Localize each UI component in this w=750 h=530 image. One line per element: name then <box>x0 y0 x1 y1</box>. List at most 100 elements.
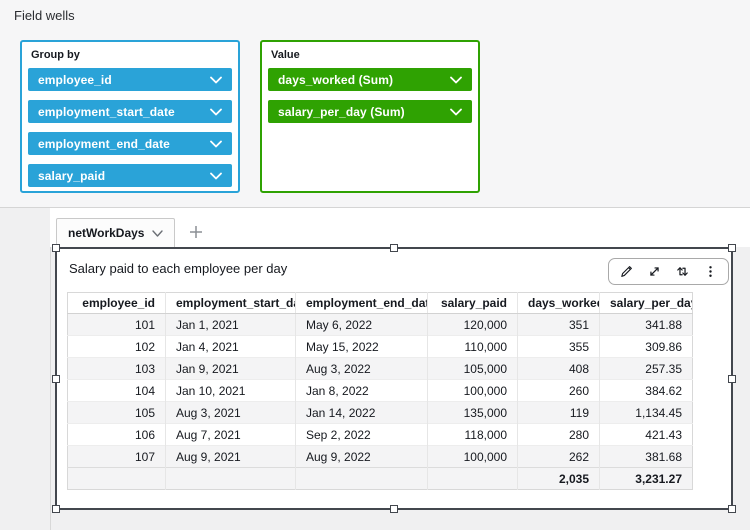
resize-handle-bottom-middle[interactable] <box>390 505 398 513</box>
column-header-employee-id[interactable]: employee_id <box>67 292 166 314</box>
table-cell[interactable]: Jan 10, 2021 <box>165 379 296 402</box>
column-header-salary-paid[interactable]: salary_paid <box>427 292 518 314</box>
chevron-down-icon <box>450 76 462 83</box>
table-cell[interactable]: 119 <box>517 401 600 424</box>
table-cell[interactable]: 118,000 <box>427 423 518 446</box>
swap-vertical-icon <box>677 267 688 276</box>
resize-handle-bottom-right[interactable] <box>728 505 736 513</box>
field-pill-label: employment_end_date <box>38 136 170 151</box>
column-header-employment-end-date[interactable]: employment_end_date <box>295 292 428 314</box>
table-cell[interactable]: 384.62 <box>599 379 693 402</box>
table-cell[interactable]: 262 <box>517 445 600 468</box>
visual-menu-button[interactable] <box>703 264 718 279</box>
field-pill-salary-paid[interactable]: salary_paid <box>28 164 232 187</box>
table-row: 104 Jan 10, 2021 Jan 8, 2022 100,000 260… <box>67 379 693 402</box>
data-table: employee_id employment_start_date employ… <box>67 292 693 490</box>
resize-handle-middle-left[interactable] <box>52 374 60 383</box>
table-cell[interactable]: Jan 8, 2022 <box>295 379 428 402</box>
field-pill-label: employee_id <box>38 72 112 87</box>
edit-visual-button[interactable] <box>619 264 634 279</box>
table-cell[interactable]: 103 <box>134 361 155 376</box>
table-cell[interactable]: 106 <box>134 427 155 442</box>
table-cell[interactable]: Sep 2, 2022 <box>295 423 428 446</box>
table-cell[interactable]: 309.86 <box>599 335 693 358</box>
column-header-employment-start-date[interactable]: employment_start_date <box>165 292 296 314</box>
table-cell[interactable]: 105 <box>134 405 155 420</box>
pencil-icon <box>621 266 632 277</box>
totals-cell <box>68 468 166 490</box>
table-cell[interactable]: May 15, 2022 <box>295 335 428 358</box>
table-cell[interactable]: 341.88 <box>599 313 693 336</box>
resize-handle-bottom-left[interactable] <box>52 505 60 513</box>
table-cell[interactable]: Jan 14, 2022 <box>295 401 428 424</box>
expand-icon <box>650 267 659 276</box>
field-pill-label: salary_per_day (Sum) <box>278 104 405 119</box>
table-cell[interactable]: 257.35 <box>599 357 693 380</box>
table-row: 102 Jan 4, 2021 May 15, 2022 110,000 355… <box>67 335 693 358</box>
table-cell[interactable]: 280 <box>517 423 600 446</box>
table-row: 101 Jan 1, 2021 May 6, 2022 120,000 351 … <box>67 313 693 336</box>
chevron-down-icon <box>210 76 222 83</box>
tab-networkdays[interactable]: netWorkDays <box>56 218 176 247</box>
table-cell[interactable]: May 6, 2022 <box>295 313 428 336</box>
table-cell[interactable]: 101 <box>134 317 155 332</box>
table-cell[interactable]: Jan 4, 2021 <box>165 335 296 358</box>
tab-menu-chevron-icon[interactable] <box>152 229 164 237</box>
table-cell[interactable]: 260 <box>517 379 600 402</box>
table-cell[interactable]: 100,000 <box>427 379 518 402</box>
table-cell[interactable]: 1,134.45 <box>599 401 693 424</box>
resize-handle-middle-right[interactable] <box>728 374 736 383</box>
sheet-tab-bar: netWorkDays <box>50 208 750 247</box>
table-cell[interactable]: 110,000 <box>427 335 518 358</box>
field-pill-employment-end-date[interactable]: employment_end_date <box>28 132 232 155</box>
column-header-days-worked[interactable]: days_worked <box>517 292 600 314</box>
field-pill-employee-id[interactable]: employee_id <box>28 68 232 91</box>
table-cell[interactable]: 105,000 <box>427 357 518 380</box>
field-wells-title: Field wells <box>14 8 75 23</box>
table-row: 105 Aug 3, 2021 Jan 14, 2022 135,000 119… <box>67 401 693 424</box>
resize-handle-top-right[interactable] <box>728 244 736 252</box>
table-cell[interactable]: 421.43 <box>599 423 693 446</box>
table-cell[interactable]: 135,000 <box>427 401 518 424</box>
chevron-down-icon <box>210 172 222 179</box>
field-wells-panel: Field wells Group by employee_id employm… <box>0 0 750 208</box>
table-row: 106 Aug 7, 2021 Sep 2, 2022 118,000 280 … <box>67 423 693 446</box>
column-header-salary-per-day[interactable]: salary_per_day <box>599 292 693 314</box>
table-cell[interactable]: Aug 3, 2022 <box>295 357 428 380</box>
table-row: 107 Aug 9, 2021 Aug 9, 2022 100,000 262 … <box>67 445 693 468</box>
resize-handle-top-middle[interactable] <box>390 244 398 252</box>
totals-cell-days-worked: 2,035 <box>517 467 600 490</box>
table-cell[interactable]: 355 <box>517 335 600 358</box>
kebab-menu-icon <box>709 266 712 277</box>
table-cell[interactable]: Aug 9, 2021 <box>165 445 296 468</box>
resize-handle-top-left[interactable] <box>52 244 60 252</box>
table-cell[interactable]: 102 <box>134 339 155 354</box>
field-pill-days-worked-sum[interactable]: days_worked (Sum) <box>268 68 472 91</box>
canvas-left-divider <box>50 208 51 530</box>
table-cell[interactable]: 120,000 <box>427 313 518 336</box>
table-cell[interactable]: Aug 3, 2021 <box>165 401 296 424</box>
swap-axes-button[interactable] <box>675 264 690 279</box>
field-pill-salary-per-day-sum[interactable]: salary_per_day (Sum) <box>268 100 472 123</box>
table-cell[interactable]: Aug 7, 2021 <box>165 423 296 446</box>
visual-title: Salary paid to each employee per day <box>69 261 288 276</box>
value-well: Value days_worked (Sum) salary_per_day (… <box>260 40 480 193</box>
field-pill-employment-start-date[interactable]: employment_start_date <box>28 100 232 123</box>
table-cell[interactable]: 408 <box>517 357 600 380</box>
table-cell[interactable]: Jan 9, 2021 <box>165 357 296 380</box>
table-cell[interactable]: 100,000 <box>427 445 518 468</box>
table-cell[interactable]: 381.68 <box>599 445 693 468</box>
field-pill-label: employment_start_date <box>38 104 175 119</box>
table-visual[interactable]: Salary paid to each employee per day <box>52 244 736 513</box>
table-totals-row: 2,035 3,231.27 <box>67 467 693 490</box>
group-by-well: Group by employee_id employment_start_da… <box>20 40 240 193</box>
table-cell[interactable]: 107 <box>134 449 155 464</box>
add-sheet-button[interactable] <box>188 224 204 240</box>
table-cell[interactable]: 351 <box>517 313 600 336</box>
maximize-visual-button[interactable] <box>647 264 662 279</box>
table-cell[interactable]: Jan 1, 2021 <box>165 313 296 336</box>
totals-cell <box>295 467 428 490</box>
table-cell[interactable]: 104 <box>134 383 155 398</box>
table-cell[interactable]: Aug 9, 2022 <box>295 445 428 468</box>
